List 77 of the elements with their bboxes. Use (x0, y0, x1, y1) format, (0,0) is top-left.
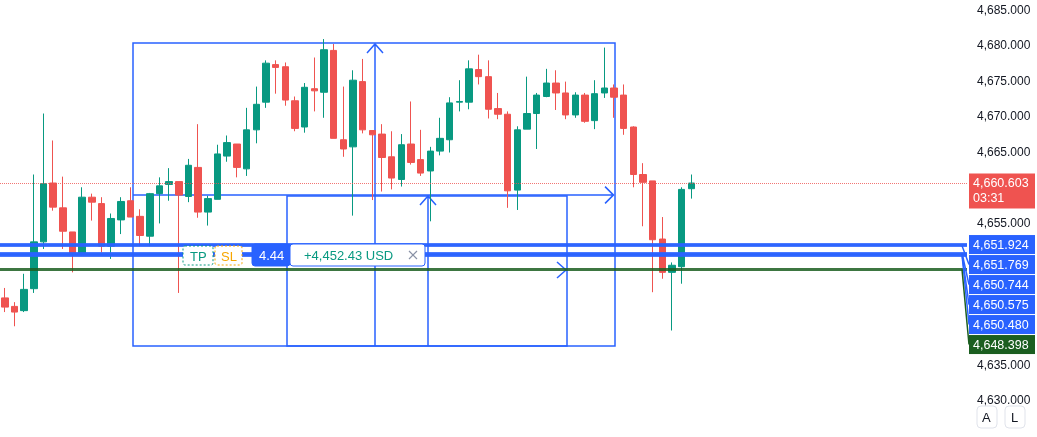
candlestick (407, 100, 415, 166)
candlestick (475, 54, 482, 85)
annotation: TP (190, 248, 207, 264)
candlestick (233, 143, 241, 178)
candlestick (552, 69, 560, 111)
candlestick (572, 91, 579, 119)
candlestick (436, 117, 444, 156)
button: A (976, 405, 998, 429)
candlestick (485, 59, 492, 119)
candlestick (20, 273, 28, 313)
annotation: 4.44 (259, 248, 285, 263)
candlestick (398, 133, 405, 188)
candlestick (514, 125, 521, 211)
candlestick (620, 83, 627, 136)
candlestick (446, 96, 453, 154)
y-tick-label: 4,665.000 (977, 144, 1031, 159)
y-tick-label: 4,630.000 (977, 393, 1031, 407)
candlestick (291, 96, 299, 132)
candlestick (330, 43, 337, 139)
annotation: SL (221, 248, 237, 264)
ref-line-label: 4,648.398 (973, 338, 1029, 353)
candlestick (359, 58, 366, 134)
tag: +4,452.43 USD (289, 243, 426, 267)
ref-line-label: 4,660.603 (973, 176, 1029, 191)
candlestick (301, 82, 308, 134)
text: 03:31 (973, 191, 1005, 206)
candlestick (262, 59, 270, 109)
ref-line-label: 4,650.480 (973, 318, 1029, 333)
candlestick (543, 68, 550, 98)
candlestick (223, 135, 231, 163)
candlestick (562, 81, 569, 120)
button: L (1004, 405, 1026, 429)
ref-line-label: 4,651.769 (973, 258, 1029, 273)
candlestick (591, 79, 598, 130)
candlestick (320, 38, 328, 119)
candlestick (253, 86, 260, 144)
candlestick (204, 195, 212, 227)
y-tick-label: 4,635.000 (977, 357, 1031, 372)
y-tick-label: 4,685.000 (977, 3, 1031, 17)
candlestick (185, 158, 192, 203)
candlestick (465, 59, 473, 110)
tag: TP (182, 245, 214, 266)
candlestick (427, 146, 434, 222)
candlestick (494, 92, 502, 120)
candlestick (88, 193, 96, 222)
candlestick (601, 47, 608, 99)
tag: SL (214, 245, 243, 266)
candlestick (40, 113, 47, 250)
candlestick (523, 76, 531, 130)
candlestick (272, 59, 279, 95)
y-tick-label: 4,675.000 (977, 73, 1031, 88)
candlestick (214, 144, 221, 200)
candlestick (282, 61, 289, 107)
candlestick (156, 176, 163, 224)
ref-line-label: 4,650.575 (973, 298, 1029, 313)
ref-line-label: 4,651.924 (973, 238, 1029, 253)
candlestick (98, 196, 105, 254)
candlestick (417, 129, 424, 177)
candlestick (311, 57, 318, 112)
annotation: +4,452.43 USD (304, 248, 394, 263)
candlestick (688, 174, 695, 200)
candlestick (11, 301, 18, 327)
y-tick-label: 4,680.000 (977, 38, 1031, 53)
candlestick (349, 69, 357, 217)
ref-line-label: 4,650.744 (973, 278, 1029, 293)
candlestick (117, 196, 125, 235)
y-tick-label: 4,655.000 (977, 215, 1031, 230)
candlestick (533, 92, 540, 150)
candlestick (610, 83, 618, 119)
y-tick-label: 4,670.000 (977, 109, 1031, 124)
candlestick (581, 92, 589, 124)
tag: 4.44 (251, 243, 291, 267)
candlestick (243, 107, 250, 177)
candlestick (456, 79, 463, 112)
candlestick (1, 287, 9, 313)
candlestick (340, 86, 347, 158)
candlestick (127, 186, 134, 218)
